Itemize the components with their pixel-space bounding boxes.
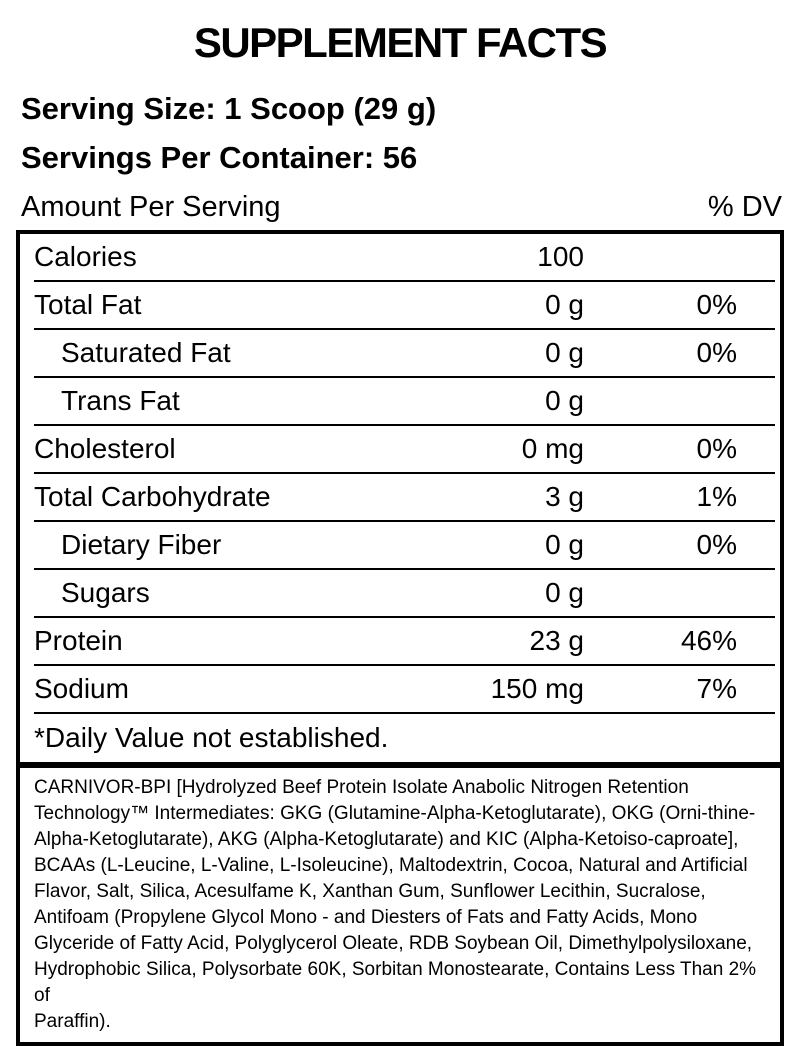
fact-amount: 0 g <box>545 337 584 369</box>
fact-label: Total Fat <box>34 289 142 321</box>
fact-dv: 0% <box>696 289 737 321</box>
table-row-total-fat: Total Fat 0 g 0% <box>34 282 775 331</box>
daily-value-footnote: *Daily Value not established. <box>34 722 389 754</box>
fact-label: Cholesterol <box>34 433 176 465</box>
table-row-calories: Calories 100 <box>34 234 775 283</box>
percent-dv-label: % DV <box>707 191 782 224</box>
fact-amount: 150 mg <box>490 673 584 705</box>
fact-dv: 0% <box>696 433 737 465</box>
fact-amount: 0 g <box>545 529 584 561</box>
fact-label: Calories <box>34 241 137 273</box>
fact-dv: 7% <box>696 673 737 705</box>
fact-label: Saturated Fat <box>61 337 231 369</box>
table-row-trans-fat: Trans Fat 0 g <box>34 378 775 427</box>
table-row-dietary-fiber: Dietary Fiber 0 g 0% <box>34 522 775 571</box>
fact-amount: 23 g <box>529 625 585 657</box>
table-row-protein: Protein 23 g 46% <box>34 618 775 667</box>
table-row-total-carbohydrate: Total Carbohydrate 3 g 1% <box>34 474 775 523</box>
table-row-sodium: Sodium 150 mg 7% <box>34 666 775 715</box>
fact-amount: 3 g <box>545 481 584 513</box>
fact-amount: 0 g <box>545 289 584 321</box>
fact-label: Sodium <box>34 673 129 705</box>
fact-amount: 0 g <box>545 577 584 609</box>
nutrition-facts-table: Calories 100 Total Fat 0 g 0% Saturated … <box>16 230 784 767</box>
table-row-cholesterol: Cholesterol 0 mg 0% <box>34 426 775 475</box>
table-row-saturated-fat: Saturated Fat 0 g 0% <box>34 330 775 379</box>
fact-amount: 100 <box>537 241 584 273</box>
amount-per-serving-header: Amount Per Serving % DV <box>21 191 782 224</box>
fact-dv: 0% <box>696 337 737 369</box>
table-row-sugars: Sugars 0 g <box>34 570 775 619</box>
supplement-facts-title: SUPPLEMENT FACTS <box>193 19 608 66</box>
fact-label: Dietary Fiber <box>61 529 222 561</box>
fact-dv: 46% <box>680 625 737 657</box>
fact-amount: 0 g <box>545 385 584 417</box>
fact-label: Total Carbohydrate <box>34 481 271 513</box>
serving-size-line: Serving Size: 1 Scoop (29 g) <box>21 91 437 126</box>
ingredients-text: CARNIVOR-BPI [Hydrolyzed Beef Protein Is… <box>34 777 757 1033</box>
fact-dv: 0% <box>696 529 737 561</box>
servings-per-container-line: Servings Per Container: 56 <box>21 140 418 176</box>
fact-label: Sugars <box>61 577 150 609</box>
ingredients-box: CARNIVOR-BPI [Hydrolyzed Beef Protein Is… <box>16 766 784 1046</box>
fact-label: Trans Fat <box>61 385 180 417</box>
fact-dv: 1% <box>696 481 737 513</box>
fact-amount: 0 mg <box>521 433 584 465</box>
fact-label: Protein <box>34 625 123 657</box>
amount-per-serving-label: Amount Per Serving <box>21 191 281 224</box>
